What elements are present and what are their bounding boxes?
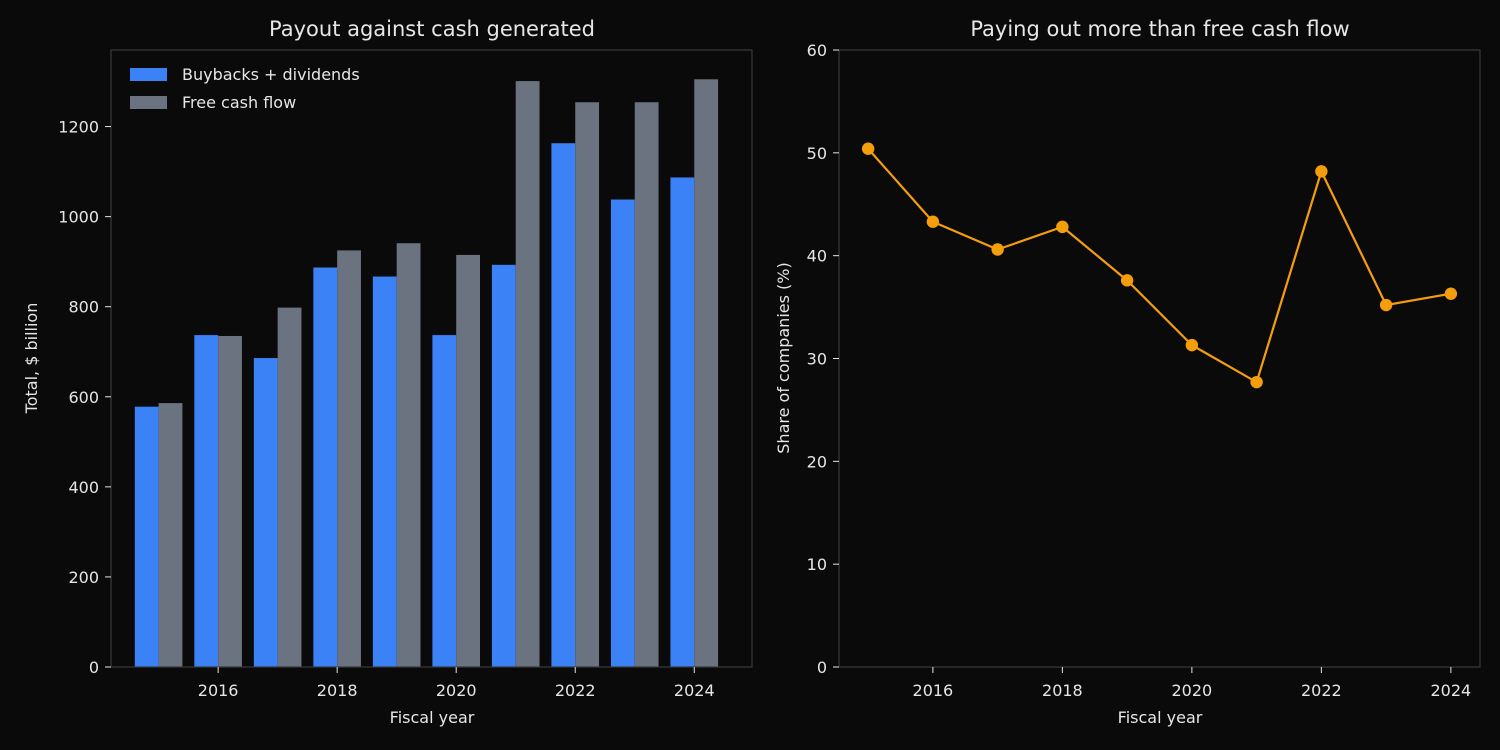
bar-payout-2022 [551,143,576,668]
line-chart-ytick-label: 30 [807,350,827,369]
bar-payout-2021 [491,264,516,667]
legend-swatch-fcf [130,96,167,109]
line-point-2019 [1120,274,1134,287]
line-point-2015 [861,142,875,155]
bar-chart-ytick-label: 400 [68,478,99,497]
bar-chart-ytick-label: 600 [68,388,99,407]
bar-chart-ytick-label: 0 [89,658,99,677]
bar-chart-title: Payout against cash generated [269,17,595,41]
line-point-2020 [1185,338,1199,352]
line-chart-panel: Paying out more than free cash flow 2016… [774,17,1481,727]
line-point-2016 [926,215,940,228]
bar-fcf-2019 [396,243,421,667]
bar-chart-xtick-label: 2024 [674,681,715,700]
bar-chart-legend: Buybacks + dividends Free cash flow [130,65,360,112]
bar-payout-2020 [432,335,457,667]
line-chart-ytick-label: 50 [807,144,827,163]
bar-payout-2017 [253,358,278,667]
legend-swatch-payout [130,68,167,81]
line-chart-xlabel: Fiscal year [1118,708,1203,727]
bar-fcf-2020 [456,254,481,667]
bar-chart-ytick-label: 800 [68,298,99,317]
line-chart-ytick-label: 60 [807,41,827,60]
line-chart-marks [861,142,1458,389]
bar-fcf-2015 [158,403,183,667]
line-chart-title: Paying out more than free cash flow [970,17,1349,41]
line-chart-ylabel: Share of companies (%) [774,262,793,453]
bar-payout-2023 [610,199,635,667]
bar-chart-xtick-label: 2020 [436,681,477,700]
line-point-2024 [1444,287,1458,300]
line-chart-ytick-label: 0 [817,658,827,677]
line-chart-ytick-label: 10 [807,555,827,574]
line-point-2021 [1250,375,1263,389]
bar-chart-ylabel: Total, $ billion [22,303,41,415]
line-point-2018 [1056,220,1069,234]
line-chart-axes: 2016 2018 2020 2022 2024 0 10 20 30 40 50 60 [807,41,1481,700]
line-chart-xtick-label: 2024 [1431,681,1472,700]
bar-chart-xtick-label: 2016 [198,681,239,700]
legend-label-payout: Buybacks + dividends [182,65,360,84]
bar-fcf-2016 [218,335,242,667]
bar-fcf-2022 [575,102,600,668]
line-chart-ytick-label: 20 [807,452,827,471]
bar-payout-2016 [194,335,219,667]
line-point-2022 [1315,165,1328,178]
bar-fcf-2021 [515,81,540,667]
line-chart-ytick-label: 40 [807,247,827,266]
bar-chart-marks [134,79,719,668]
bar-chart-xlabel: Fiscal year [390,708,475,727]
legend-label-fcf: Free cash flow [182,93,296,112]
bar-payout-2018 [313,267,338,667]
line-chart-xtick-label: 2018 [1042,681,1083,700]
bar-fcf-2023 [634,102,659,668]
bar-chart-ytick-label: 200 [68,568,99,587]
bar-payout-2024 [670,177,695,667]
line-chart-xtick-label: 2016 [913,681,954,700]
line-series-0 [867,147,1452,384]
bar-chart-xtick-label: 2018 [317,681,358,700]
bar-chart-ytick-label: 1000 [58,208,99,227]
bar-chart-axes: 2016 2018 2020 2022 2024 0 200 400 600 800 1000 120… [58,49,753,700]
bar-fcf-2018 [337,250,361,667]
bar-fcf-2024 [694,79,719,667]
bar-chart-panel: Payout against cash generated 2016 2018 20… [22,17,753,727]
bar-payout-2019 [372,276,397,667]
line-point-2017 [991,243,1004,256]
bar-chart-frame [110,49,753,668]
bar-chart-ytick-label: 1200 [58,118,99,137]
bar-fcf-2017 [277,307,302,667]
line-chart-xtick-label: 2020 [1172,681,1213,700]
line-point-2023 [1379,298,1393,312]
bar-payout-2015 [134,406,159,667]
line-chart-xtick-label: 2022 [1301,681,1342,700]
bar-chart-xtick-label: 2022 [555,681,596,700]
